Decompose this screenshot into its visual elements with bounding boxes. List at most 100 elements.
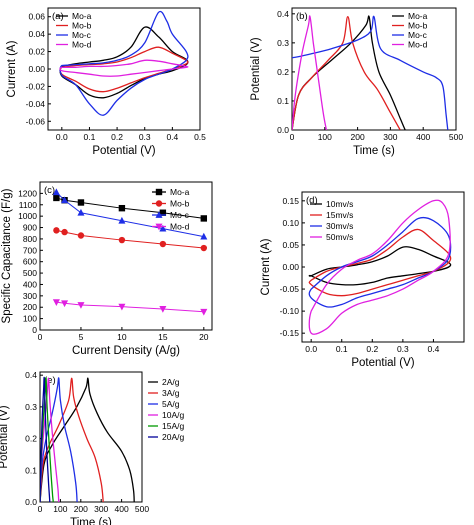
- data-point: [159, 224, 167, 232]
- y-tick-label: 1200: [18, 188, 37, 198]
- series-line: [40, 377, 78, 502]
- panel-5: 0 100 200 300 400 500 0.0 0.1 0.2 0.3 0.4 Time (s) P…: [0, 370, 184, 525]
- y-tick-label: 0.15: [282, 196, 299, 206]
- y-tick-label: 600: [23, 257, 37, 267]
- x-tick-label: 400: [115, 504, 129, 514]
- y-tick-label: 800: [23, 234, 37, 244]
- y-tick-label: 200: [23, 302, 37, 312]
- series-line: [59, 10, 189, 116]
- y-tick-label: -0.04: [26, 99, 46, 109]
- x-tick-label: 0: [38, 504, 43, 514]
- series-line: [308, 228, 452, 297]
- x-tick-label: 500: [135, 504, 149, 514]
- data-point: [61, 300, 69, 308]
- data-point: [159, 209, 167, 216]
- x-tick-label: 0.3: [139, 132, 151, 142]
- series-line: [292, 15, 328, 130]
- y-tick-label: 0.02: [28, 47, 45, 57]
- legend-marker: [155, 200, 163, 207]
- y-tick-label: 1100: [19, 200, 38, 210]
- data-point: [118, 216, 126, 224]
- legend-entry: 2A/g: [162, 377, 180, 387]
- x-tick-label: 300: [94, 504, 108, 514]
- data-point: [77, 199, 85, 206]
- legend-entry: Mo-c: [72, 30, 92, 40]
- y-tick-label: 0.10: [282, 218, 299, 228]
- panel-label: (c): [44, 185, 55, 196]
- y-tick-label: 0.04: [28, 29, 45, 39]
- y-axis-label: Potential (V): [0, 405, 10, 468]
- data-point: [118, 204, 126, 212]
- y-tick-label: 0.4: [277, 9, 289, 19]
- legend-entry: 15A/g: [162, 421, 184, 431]
- y-tick-label: 700: [23, 245, 37, 255]
- data-point: [77, 232, 85, 239]
- legend-entry: 3A/g: [162, 388, 180, 398]
- x-tick-label: 400: [416, 132, 430, 142]
- x-tick-label: 0: [38, 332, 43, 342]
- y-tick-label: 0.0: [25, 497, 37, 507]
- plot-frame: [39, 371, 143, 503]
- y-tick-label: 0.3: [277, 38, 289, 48]
- x-tick-label: 0.2: [366, 344, 378, 354]
- legend-entry: Mo-a: [170, 187, 190, 197]
- panel-2: 0 100 200 300 400 500 0.0 0.1 0.2 0.3 0.4 Time (s) P…: [250, 7, 463, 157]
- y-tick-label: -0.05: [280, 284, 300, 294]
- series-line: [56, 229, 204, 249]
- series-line: [56, 191, 204, 238]
- y-tick-label: 900: [23, 223, 37, 233]
- x-tick-label: 15: [158, 332, 168, 342]
- legend-entry: 15mv/s: [326, 210, 353, 220]
- legend-entry: Mo-c: [408, 30, 428, 40]
- series-line: [59, 46, 189, 93]
- y-axis-label: Specific Capacitance (F/g): [1, 188, 13, 323]
- series-line: [292, 15, 406, 130]
- x-axis-label: Time (s): [353, 145, 395, 157]
- y-tick-label: 300: [23, 291, 37, 301]
- x-tick-label: 200: [351, 132, 365, 142]
- data-point: [52, 188, 60, 196]
- series-line: [308, 199, 451, 335]
- x-tick-label: 100: [318, 132, 332, 142]
- legend-entry: Mo-d: [72, 40, 92, 50]
- y-tick-label: -0.15: [280, 328, 300, 338]
- y-axis-label: Current (A): [260, 238, 272, 295]
- x-tick-label: 5: [79, 332, 84, 342]
- panel-label: (d): [306, 195, 318, 206]
- x-axis-label: Current Density (A/g): [72, 345, 180, 357]
- x-tick-label: 0.1: [84, 132, 96, 142]
- data-point: [52, 299, 60, 306]
- y-tick-label: 400: [23, 279, 37, 289]
- legend-entry: 50mv/s: [326, 232, 353, 242]
- data-point: [159, 240, 167, 248]
- panel-4: 0.0 0.1 0.2 0.3 0.4 -0.15 -0.10 -0.05 0.00 0.05 0.…: [260, 191, 465, 369]
- legend-entry: 10A/g: [162, 410, 184, 420]
- y-tick-label: 0.3: [25, 402, 37, 412]
- series-line: [40, 377, 104, 502]
- x-axis-label: Potential (V): [351, 357, 414, 369]
- data-point: [200, 215, 208, 222]
- y-tick-label: 0.00: [282, 262, 299, 272]
- y-tick-label: 0.0: [277, 125, 289, 135]
- y-tick-label: 0.1: [277, 96, 289, 106]
- x-axis-label: Potential (V): [92, 145, 155, 157]
- legend-entry: 20A/g: [162, 432, 184, 442]
- data-point: [61, 196, 69, 204]
- x-tick-label: 0.4: [428, 344, 440, 354]
- data-point: [159, 306, 167, 313]
- series-line: [308, 216, 452, 308]
- y-tick-label: 0.1: [25, 465, 37, 475]
- legend-entry: Mo-a: [72, 11, 92, 21]
- series-line: [40, 376, 51, 502]
- x-axis-label: Time (s): [70, 517, 112, 525]
- y-tick-label: 0.2: [25, 434, 37, 444]
- x-tick-label: 0.3: [397, 344, 409, 354]
- data-point: [77, 208, 85, 216]
- y-tick-label: 100: [23, 314, 37, 324]
- data-point: [200, 308, 208, 316]
- legend-entry: Mo-b: [170, 199, 190, 209]
- x-tick-label: 0.0: [56, 132, 68, 142]
- data-point: [200, 232, 208, 240]
- y-axis-label: Potential (V): [250, 37, 262, 100]
- legend-entry: 10mv/s: [326, 199, 353, 209]
